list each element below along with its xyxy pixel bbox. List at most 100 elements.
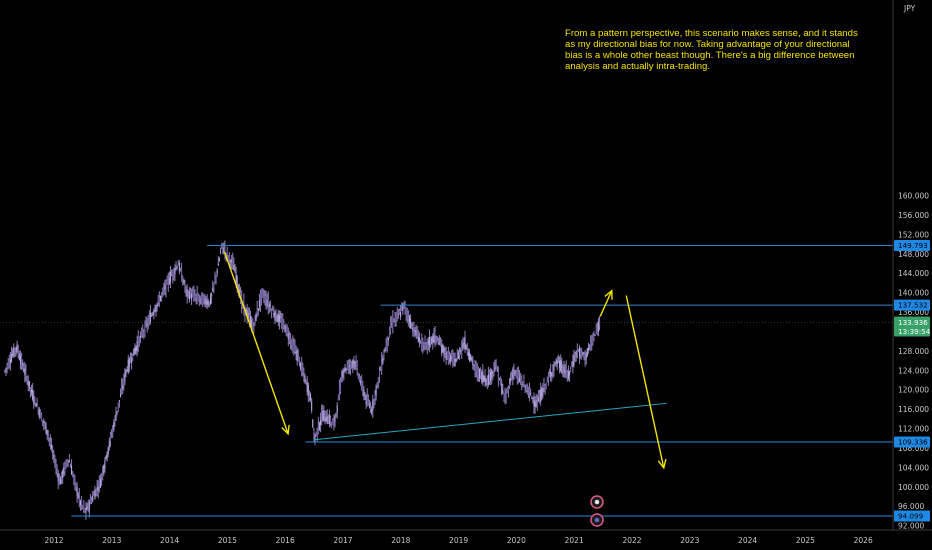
candle-body [151,315,153,317]
candle-body [515,370,517,377]
candle-body [298,356,300,362]
candle-body [398,310,400,315]
candle-body [400,312,402,318]
candle-body [468,352,470,361]
candle-body [143,331,145,333]
candle-body [593,336,595,339]
candle-body [522,384,524,386]
candle-body [191,293,193,300]
candle-body [8,359,10,365]
candle-body [324,410,326,418]
candle-body [246,309,248,319]
candle-body [258,300,260,307]
currency-label: JPY [903,4,916,13]
y-tick-label: 100.000 [898,483,929,492]
candle-body [561,361,563,374]
candle-body [427,340,429,345]
candle-body [203,294,205,303]
candle-body [93,494,95,496]
candle-body [187,291,189,293]
candle-body [65,460,67,468]
candle-body [388,326,390,338]
candle-body [273,312,275,316]
candle-body [31,389,33,393]
candle-body [33,395,35,404]
event-markers[interactable] [590,495,604,527]
candle-body [356,363,358,373]
candle-body [497,368,499,382]
candle-body [599,321,601,325]
candle-body [348,365,350,367]
candle-body [74,477,76,483]
candle-body [250,316,252,327]
trendline-group[interactable] [314,402,667,441]
candle-body [144,322,146,335]
candle-body [544,385,546,389]
candle-body [102,470,104,475]
candle-body [411,324,413,326]
arrow-head-icon [604,289,613,300]
projection-arrows[interactable] [223,251,667,470]
candle-body [222,243,224,250]
projection-arrow-line[interactable] [223,251,289,435]
candle-body [287,333,289,340]
candle-body [317,421,319,433]
candle-body [490,371,492,382]
candle-body [261,288,263,299]
candle-body [326,416,328,425]
candle-body [189,290,191,297]
candle-body [264,296,266,301]
candle-body [6,364,8,368]
candle-body [142,330,144,336]
candle-body [321,411,323,420]
candle-body [499,378,501,381]
candle-body [4,370,6,372]
candle-series [0,240,893,520]
candle-body [311,401,313,411]
candle-body [165,279,167,293]
x-tick-label: 2023 [680,536,699,545]
price-tags: 149.793 137.532 109.336 94.099 133.93613:39:… [894,240,931,522]
trendline[interactable] [314,402,667,441]
candle-body [312,419,314,428]
candle-body [371,408,373,414]
candle-body [501,383,503,394]
candle-body [314,435,316,441]
candle-body [270,307,272,310]
candle-body [56,471,58,473]
candle-body [193,291,195,299]
candle-body [96,487,98,490]
candle-body [434,331,436,340]
candle-body [486,377,488,385]
candle-body [225,253,227,255]
projection-arrow-line[interactable] [599,290,613,317]
candle-body [505,395,507,397]
candle-body [116,411,118,412]
candle-body [530,392,532,395]
candle-body [94,489,96,500]
candle-body [426,339,428,348]
candle-body [318,422,320,430]
projection-arrow-line[interactable] [625,295,665,469]
candle-body [230,261,232,263]
y-tick-label: 144.000 [898,269,929,278]
candle-body [23,368,25,372]
candle-body [327,418,329,422]
candle-body [104,460,106,469]
candle-body [253,326,255,328]
time-axis[interactable]: 2012 2013 2014 2015 2016 2017 2018 2019 2020 2021… [44,536,873,545]
candle-body [294,346,296,353]
horizontal-levels[interactable] [71,245,893,517]
candle-body [402,303,404,312]
candle-body [216,269,218,275]
candle-body [278,314,280,324]
candle-body [354,361,356,368]
candle-body [396,311,398,318]
candle-body [201,293,203,305]
candle-body [99,478,101,488]
candle-body [551,372,553,376]
candle-body [572,361,574,368]
current-price-label: 133.936 [898,318,928,327]
candle-body [252,320,254,329]
